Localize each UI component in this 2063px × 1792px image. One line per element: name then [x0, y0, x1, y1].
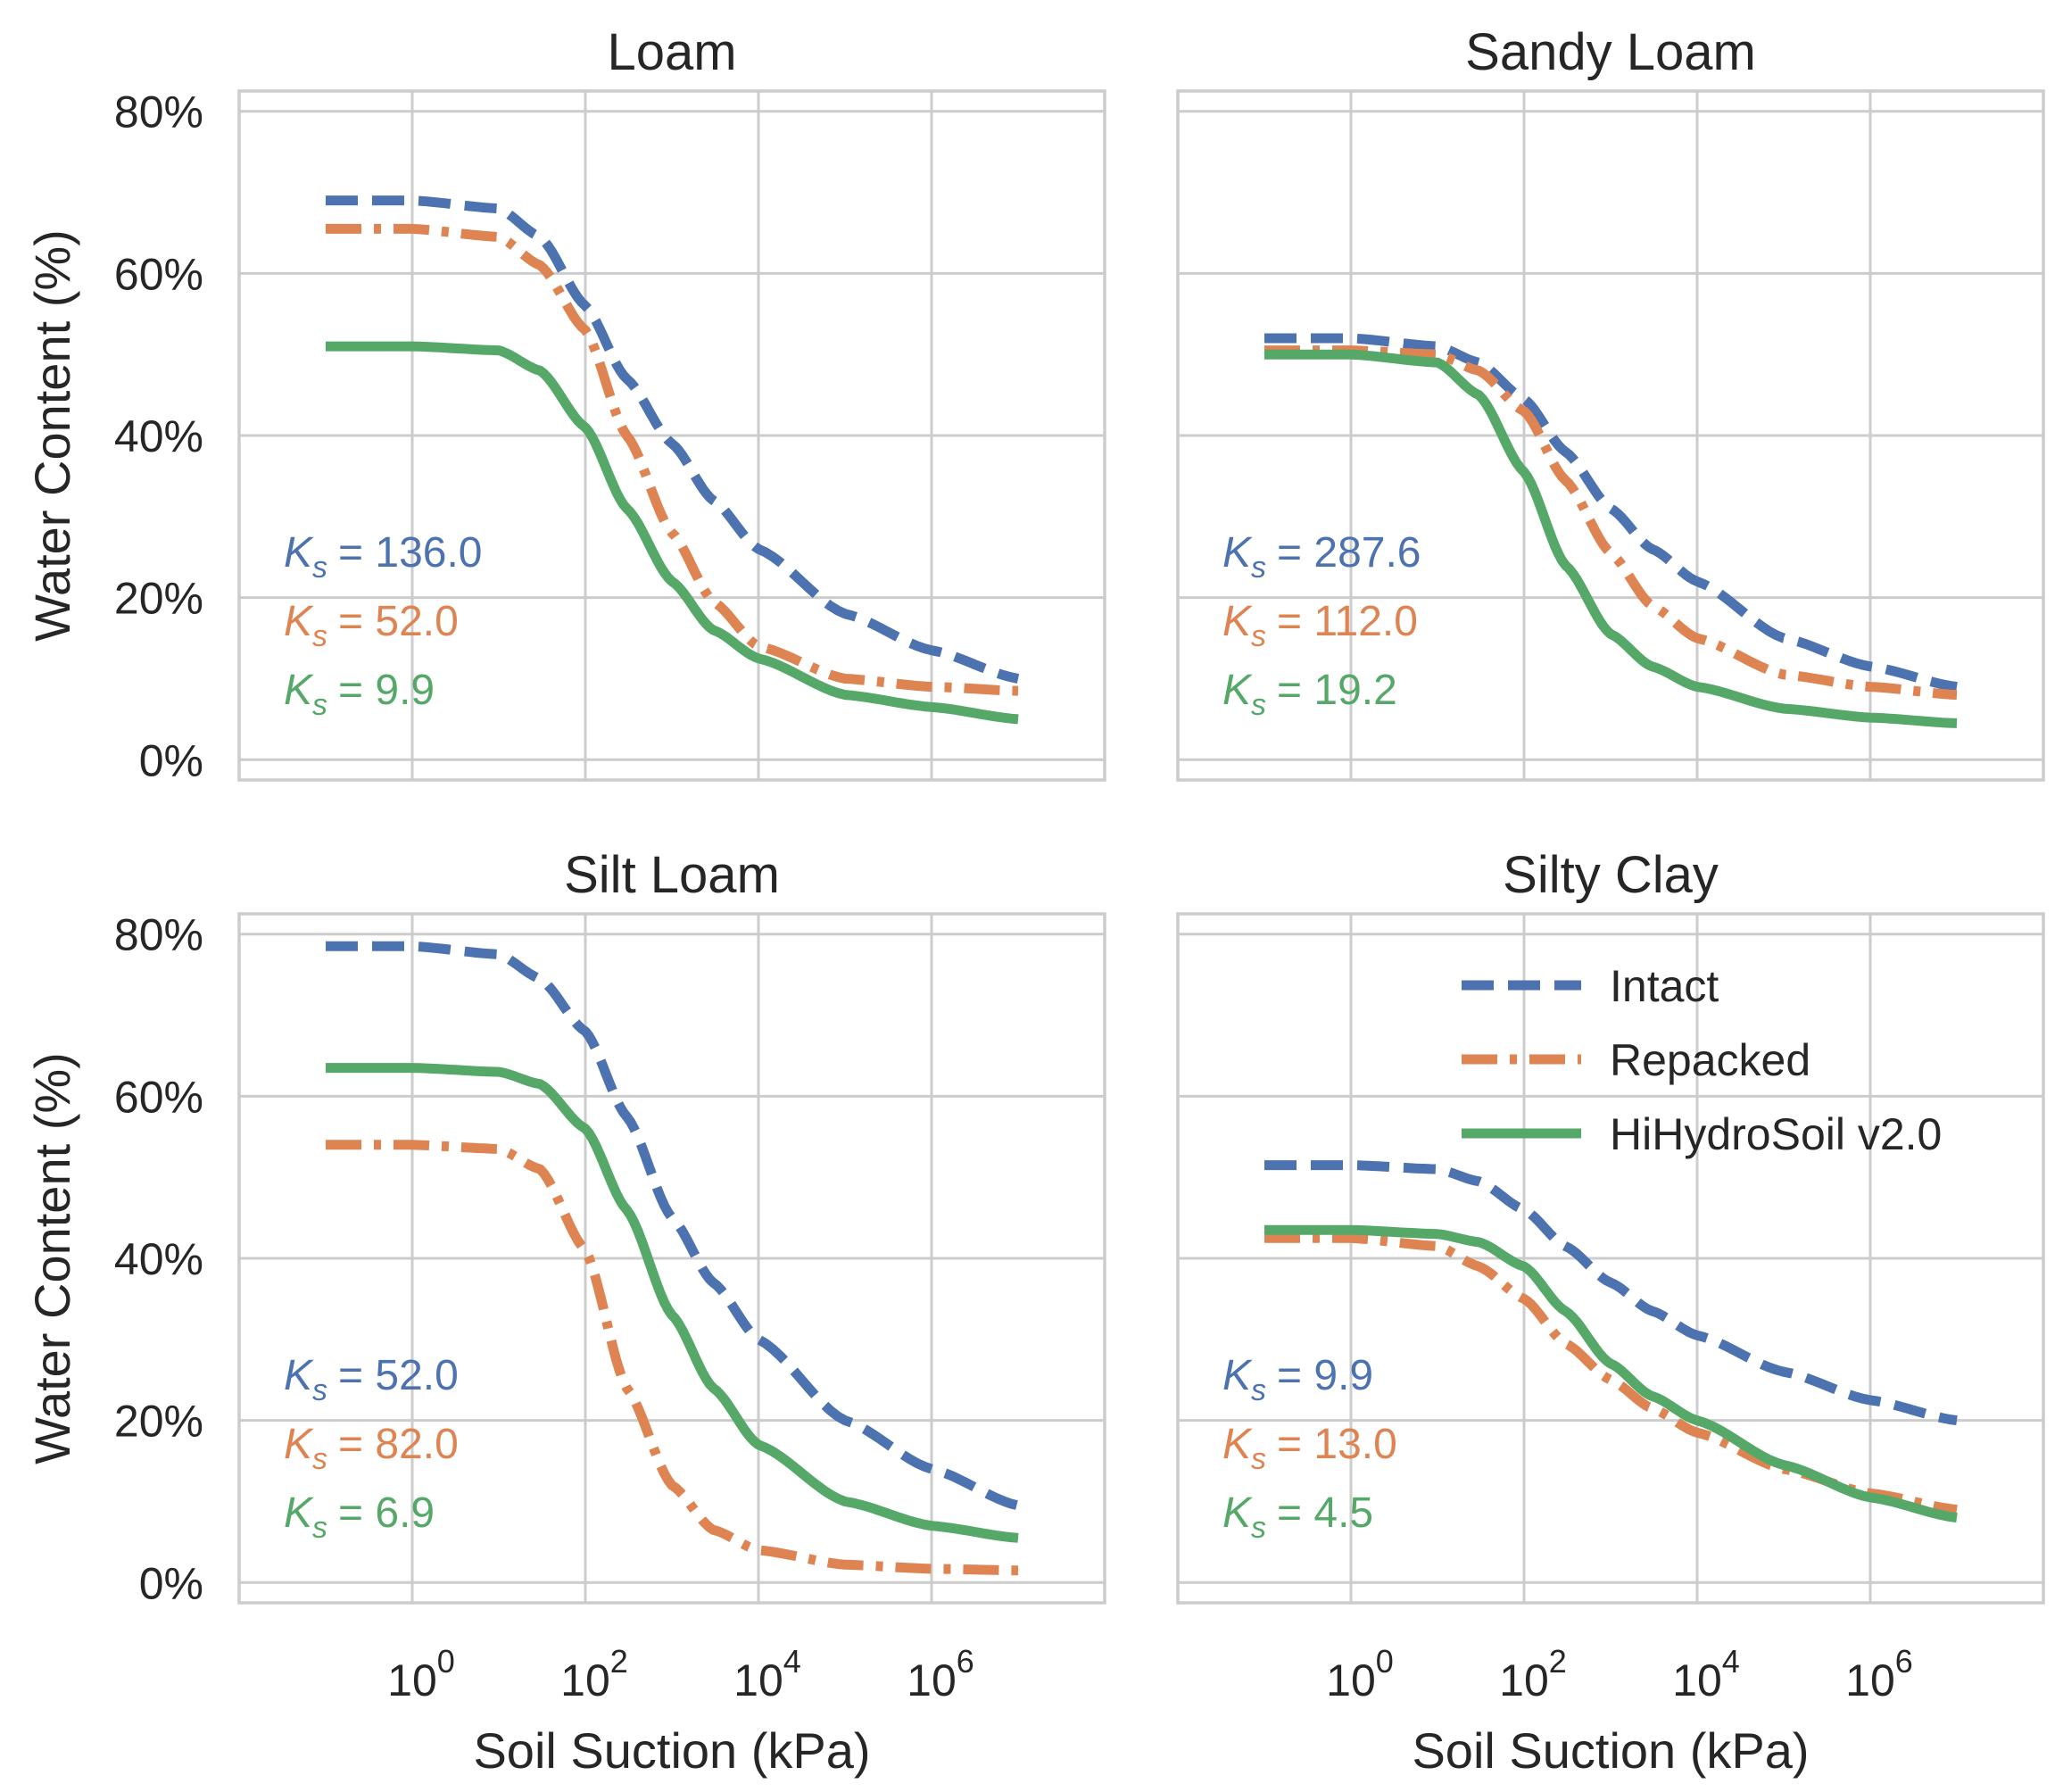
ks-annotation: Ks = 13.0 — [1222, 1421, 1397, 1476]
legend-label: Repacked — [1610, 1035, 1810, 1085]
subplot-2: Sandy Loam Ks = 287.6 Ks = 112.0 Ks = 19.2 — [1176, 23, 2045, 782]
axes-frame — [237, 89, 1106, 782]
y-tick-label: 0% — [139, 1558, 203, 1608]
ks-annotation: Ks = 6.9 — [284, 1489, 435, 1545]
x-tick-label: 106 — [907, 1643, 974, 1705]
subplot-1: Loam 0% 20% 40% 60% 80% Water Content (%) Ks = 1… — [24, 23, 1106, 785]
y-tick-label: 0% — [139, 735, 203, 785]
axes-frame — [1176, 912, 2045, 1605]
ks-annotation: Ks = 112.0 — [1222, 598, 1418, 653]
series-line-repacked — [326, 1140, 1019, 1576]
subplot-4: Silty Clay 100 102 104 106 Soil Suction (kPa)… — [1176, 846, 2045, 1779]
ks-annotation: Ks = 9.9 — [1222, 1352, 1373, 1407]
series-line-hihydrosoil-v2-0 — [1264, 349, 1958, 728]
ks-annotation: Ks = 9.9 — [284, 667, 435, 722]
y-tick-label: 20% — [114, 1397, 203, 1447]
series-line-intact — [326, 195, 1020, 684]
y-tick-label: 40% — [114, 1234, 203, 1284]
axes-frame — [237, 912, 1106, 1605]
y-axis-label: Water Content (%) — [24, 229, 80, 642]
x-axis-label: Soil Suction (kPa) — [1412, 1722, 1809, 1779]
y-tick-label: 60% — [114, 1072, 203, 1122]
series-line-hihydrosoil-v2-0 — [326, 1063, 1019, 1543]
x-tick-label: 102 — [1499, 1643, 1567, 1705]
ks-annotation: Ks = 4.5 — [1222, 1489, 1373, 1545]
ks-annotation: Ks = 82.0 — [284, 1421, 459, 1476]
y-tick-label: 20% — [114, 574, 203, 624]
subplot-title: Loam — [607, 23, 736, 81]
x-tick-label: 104 — [733, 1643, 801, 1705]
x-tick-label: 102 — [560, 1643, 628, 1705]
x-axis-label: Soil Suction (kPa) — [473, 1722, 870, 1779]
series-line-repacked — [1264, 345, 1958, 701]
x-tick-label: 100 — [1326, 1643, 1394, 1705]
subplot-title: Silt Loam — [564, 846, 780, 904]
ks-annotation: Ks = 52.0 — [284, 598, 459, 653]
legend-label: Intact — [1610, 961, 1719, 1011]
ks-annotation: Ks = 19.2 — [1222, 667, 1397, 722]
series-line-intact — [1264, 333, 1958, 693]
y-tick-label: 40% — [114, 411, 203, 461]
series-line-intact — [326, 941, 1020, 1511]
subplot-title: Sandy Loam — [1465, 23, 1756, 81]
ks-annotation: Ks = 287.6 — [1222, 529, 1421, 585]
series-line-repacked — [326, 223, 1019, 696]
ks-annotation: Ks = 52.0 — [284, 1352, 459, 1407]
series-line-hihydrosoil-v2-0 — [1264, 1224, 1958, 1523]
x-tick-label: 104 — [1672, 1643, 1740, 1705]
legend: Intact Repacked HiHydroSoil v2.0 — [1462, 961, 1942, 1159]
x-tick-label: 100 — [387, 1643, 455, 1705]
y-tick-label: 60% — [114, 249, 203, 299]
series-line-hihydrosoil-v2-0 — [326, 341, 1019, 725]
legend-label: HiHydroSoil v2.0 — [1610, 1109, 1942, 1159]
series-line-repacked — [1264, 1232, 1958, 1515]
y-axis-label: Water Content (%) — [24, 1052, 80, 1464]
axes-frame — [1176, 89, 2045, 782]
y-tick-label: 80% — [114, 910, 203, 960]
ks-annotation: Ks = 136.0 — [284, 529, 483, 585]
subplot-title: Silty Clay — [1503, 846, 1719, 904]
series-line-intact — [1264, 1160, 1958, 1426]
x-tick-label: 106 — [1845, 1643, 1913, 1705]
y-tick-label: 80% — [114, 87, 203, 137]
subplot-3: Silt Loam 0% 20% 40% 60% 80% 100 102 104 106 Water… — [24, 846, 1106, 1779]
